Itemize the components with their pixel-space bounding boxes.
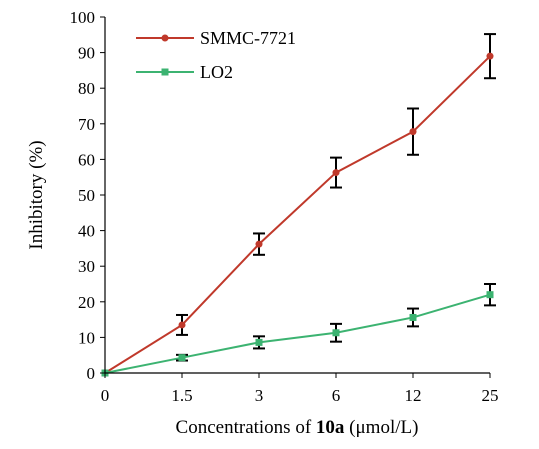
y-tick-label: 20	[78, 293, 95, 312]
y-tick-label: 30	[78, 257, 95, 276]
legend: SMMC-7721 LO2	[136, 28, 296, 82]
legend-label: SMMC-7721	[200, 28, 296, 48]
y-tick-label: 40	[78, 222, 95, 241]
x-tick-label: 25	[482, 386, 499, 405]
data-point	[486, 291, 494, 299]
data-point	[486, 52, 494, 60]
y-tick-label: 70	[78, 115, 95, 134]
legend-swatch-marker	[161, 34, 169, 42]
x-tick-label: 1.5	[171, 386, 192, 405]
x-axis-title: Concentrations of 10a (μmol/L)	[176, 417, 419, 438]
x-tick-label: 0	[101, 386, 110, 405]
legend-swatch-marker	[161, 68, 169, 76]
x-tick-label: 3	[255, 386, 264, 405]
legend-label: LO2	[200, 62, 233, 82]
y-tick-label: 100	[70, 8, 96, 27]
legend-entry-smmc-7721: SMMC-7721	[136, 28, 296, 48]
axes	[100, 16, 491, 378]
data-point	[178, 354, 186, 362]
legend-entry-lo2: LO2	[136, 62, 233, 82]
series-lo2	[101, 283, 496, 377]
y-axis-title: Inhibitory (%)	[26, 140, 47, 249]
data-point	[332, 329, 340, 337]
series-line	[104, 55, 491, 374]
data-point	[409, 128, 417, 136]
y-tick-label: 50	[78, 186, 95, 205]
series-line	[104, 293, 491, 374]
data-point	[255, 240, 263, 248]
x-axis-title-unit: (μmol/L)	[344, 417, 418, 438]
plot-area	[101, 33, 496, 377]
y-tick-label: 10	[78, 328, 95, 347]
tick-labels: 0 10 20 30 40 50 60 70 80 90 100 0 1.5 3 6 12 25	[70, 8, 499, 405]
y-tick-label: 90	[78, 44, 95, 63]
x-tick-label: 6	[332, 386, 341, 405]
series-smmc-7721	[101, 33, 496, 377]
x-tick-label: 12	[405, 386, 422, 405]
data-point	[332, 169, 340, 177]
y-tick-label: 0	[87, 364, 96, 383]
y-tick-label: 80	[78, 79, 95, 98]
data-point	[178, 321, 186, 329]
data-point	[409, 313, 417, 321]
y-tick-label: 60	[78, 150, 95, 169]
x-axis-title-prefix: Concentrations of	[176, 417, 316, 438]
data-point	[255, 338, 263, 346]
x-axis-title-compound: 10a	[316, 417, 345, 438]
